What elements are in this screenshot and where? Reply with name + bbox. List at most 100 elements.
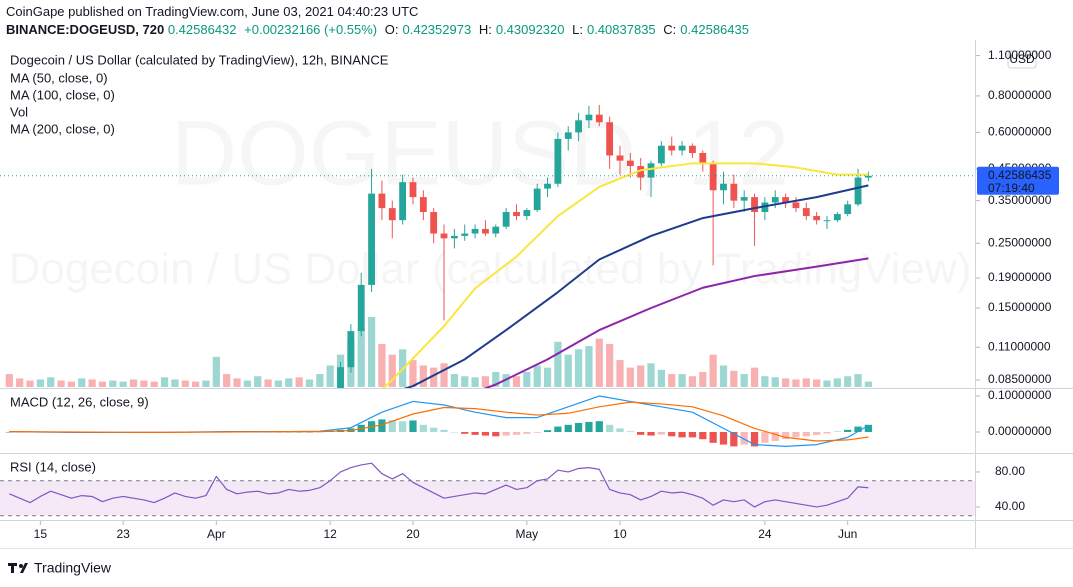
volume-bar (419, 365, 427, 387)
y-tick-label: 0.35000000 (988, 193, 1052, 207)
volume-bar (223, 374, 231, 387)
volume-bar (626, 367, 634, 387)
candle-body (720, 183, 727, 191)
volume-bar (730, 370, 738, 387)
axes (0, 40, 1073, 549)
volume-bar (585, 346, 593, 387)
candle-body (637, 166, 645, 178)
candle-body (689, 145, 696, 153)
y-tick-label: 0.11000000 (988, 339, 1051, 353)
histogram-bar (730, 431, 738, 447)
volume-bar (202, 380, 210, 387)
histogram-bar (419, 424, 427, 432)
candle-body (471, 228, 479, 234)
y-tick-label: 40.00 (995, 499, 1025, 513)
histogram-bar (399, 421, 407, 432)
candle-body (430, 212, 438, 234)
histogram-bar (378, 419, 386, 432)
pane-title: MACD (12, 26, close, 9) (10, 394, 149, 409)
volume-bar (47, 377, 55, 387)
line (9, 462, 869, 508)
histogram-bar (595, 421, 603, 432)
candle-body (275, 424, 282, 426)
candle-body (316, 414, 323, 420)
candle-body (709, 163, 717, 191)
histogram-bar (512, 431, 521, 435)
candle-body (523, 210, 531, 217)
candle-body (751, 197, 758, 213)
watermark: DOGEUSD, 12 (171, 102, 790, 204)
x-tick-label: May (515, 527, 538, 541)
logo (8, 563, 28, 573)
currency-badge[interactable] (1007, 50, 1037, 69)
volume-bar (823, 380, 831, 387)
candle-body (450, 235, 458, 239)
candle-body (544, 183, 551, 189)
volume-bar (813, 379, 821, 387)
candle-body (699, 152, 707, 164)
histogram-bar (709, 431, 717, 443)
pane-title: RSI (14, close) (10, 459, 96, 474)
candle-body (595, 114, 603, 123)
volume-bar (647, 363, 655, 387)
y-tick-label: 0.00000000 (988, 424, 1052, 438)
histogram-bar (750, 431, 759, 447)
x-tick-label: 20 (406, 527, 420, 541)
candle-body (378, 193, 386, 209)
volume-bar (5, 374, 13, 387)
candle-body (585, 114, 593, 121)
histogram-bar (5, 431, 13, 433)
y-tick-label: 0.15000000 (988, 300, 1052, 314)
volume-bar (719, 365, 728, 387)
x-tick-label: Jun (838, 527, 857, 541)
volume-bar (637, 365, 645, 387)
volume-bar (688, 376, 697, 387)
histogram-bar (388, 420, 396, 432)
candle-body (554, 138, 562, 184)
volume-bar (171, 379, 179, 387)
histogram-bar (699, 431, 707, 440)
candle-body (6, 424, 13, 428)
histogram-bar (585, 421, 593, 432)
candle-body (461, 233, 469, 236)
candle-body (306, 420, 313, 422)
rsi-pane (0, 462, 975, 517)
volume-bar (430, 367, 438, 387)
volume-bar (78, 378, 86, 387)
volume-bar (67, 381, 76, 387)
volume-bar (140, 380, 148, 387)
volume-bar (657, 369, 666, 387)
volume-bar (98, 381, 107, 387)
histogram-bar (533, 431, 541, 433)
candle-body (244, 426, 251, 428)
macd-pane (5, 395, 873, 447)
legend-entry: MA (200, close, 0) (10, 121, 115, 136)
header: CoinGape published on TradingView.com, J… (6, 3, 753, 39)
volume-bar (26, 380, 34, 387)
candle-body (864, 175, 872, 178)
x-tick-label: 10 (613, 527, 627, 541)
publisher-line: CoinGape published on TradingView.com, J… (6, 3, 753, 21)
ohlc-key: O: (384, 22, 399, 37)
volume-bar (864, 381, 873, 387)
histogram-bar (802, 431, 810, 437)
volume-bar (57, 380, 65, 387)
volume-bar (150, 381, 158, 387)
volume-bar (409, 360, 417, 387)
histogram-bar (492, 431, 500, 437)
ohlc-key: H: (478, 22, 492, 37)
volume-bar (295, 377, 303, 387)
x-tick-label: Apr (207, 527, 226, 541)
ohlc-key: C: (663, 22, 677, 37)
candle-body (151, 440, 158, 442)
volume-bar (833, 378, 841, 387)
volume-bar (264, 379, 272, 387)
candle-body (440, 233, 448, 239)
histogram-bar (502, 431, 510, 436)
volume-bar (88, 379, 96, 387)
histogram-bar (781, 431, 790, 440)
y-tick-label: 0.80000000 (988, 88, 1052, 102)
y-tick-label: 0.19000000 (988, 270, 1052, 284)
